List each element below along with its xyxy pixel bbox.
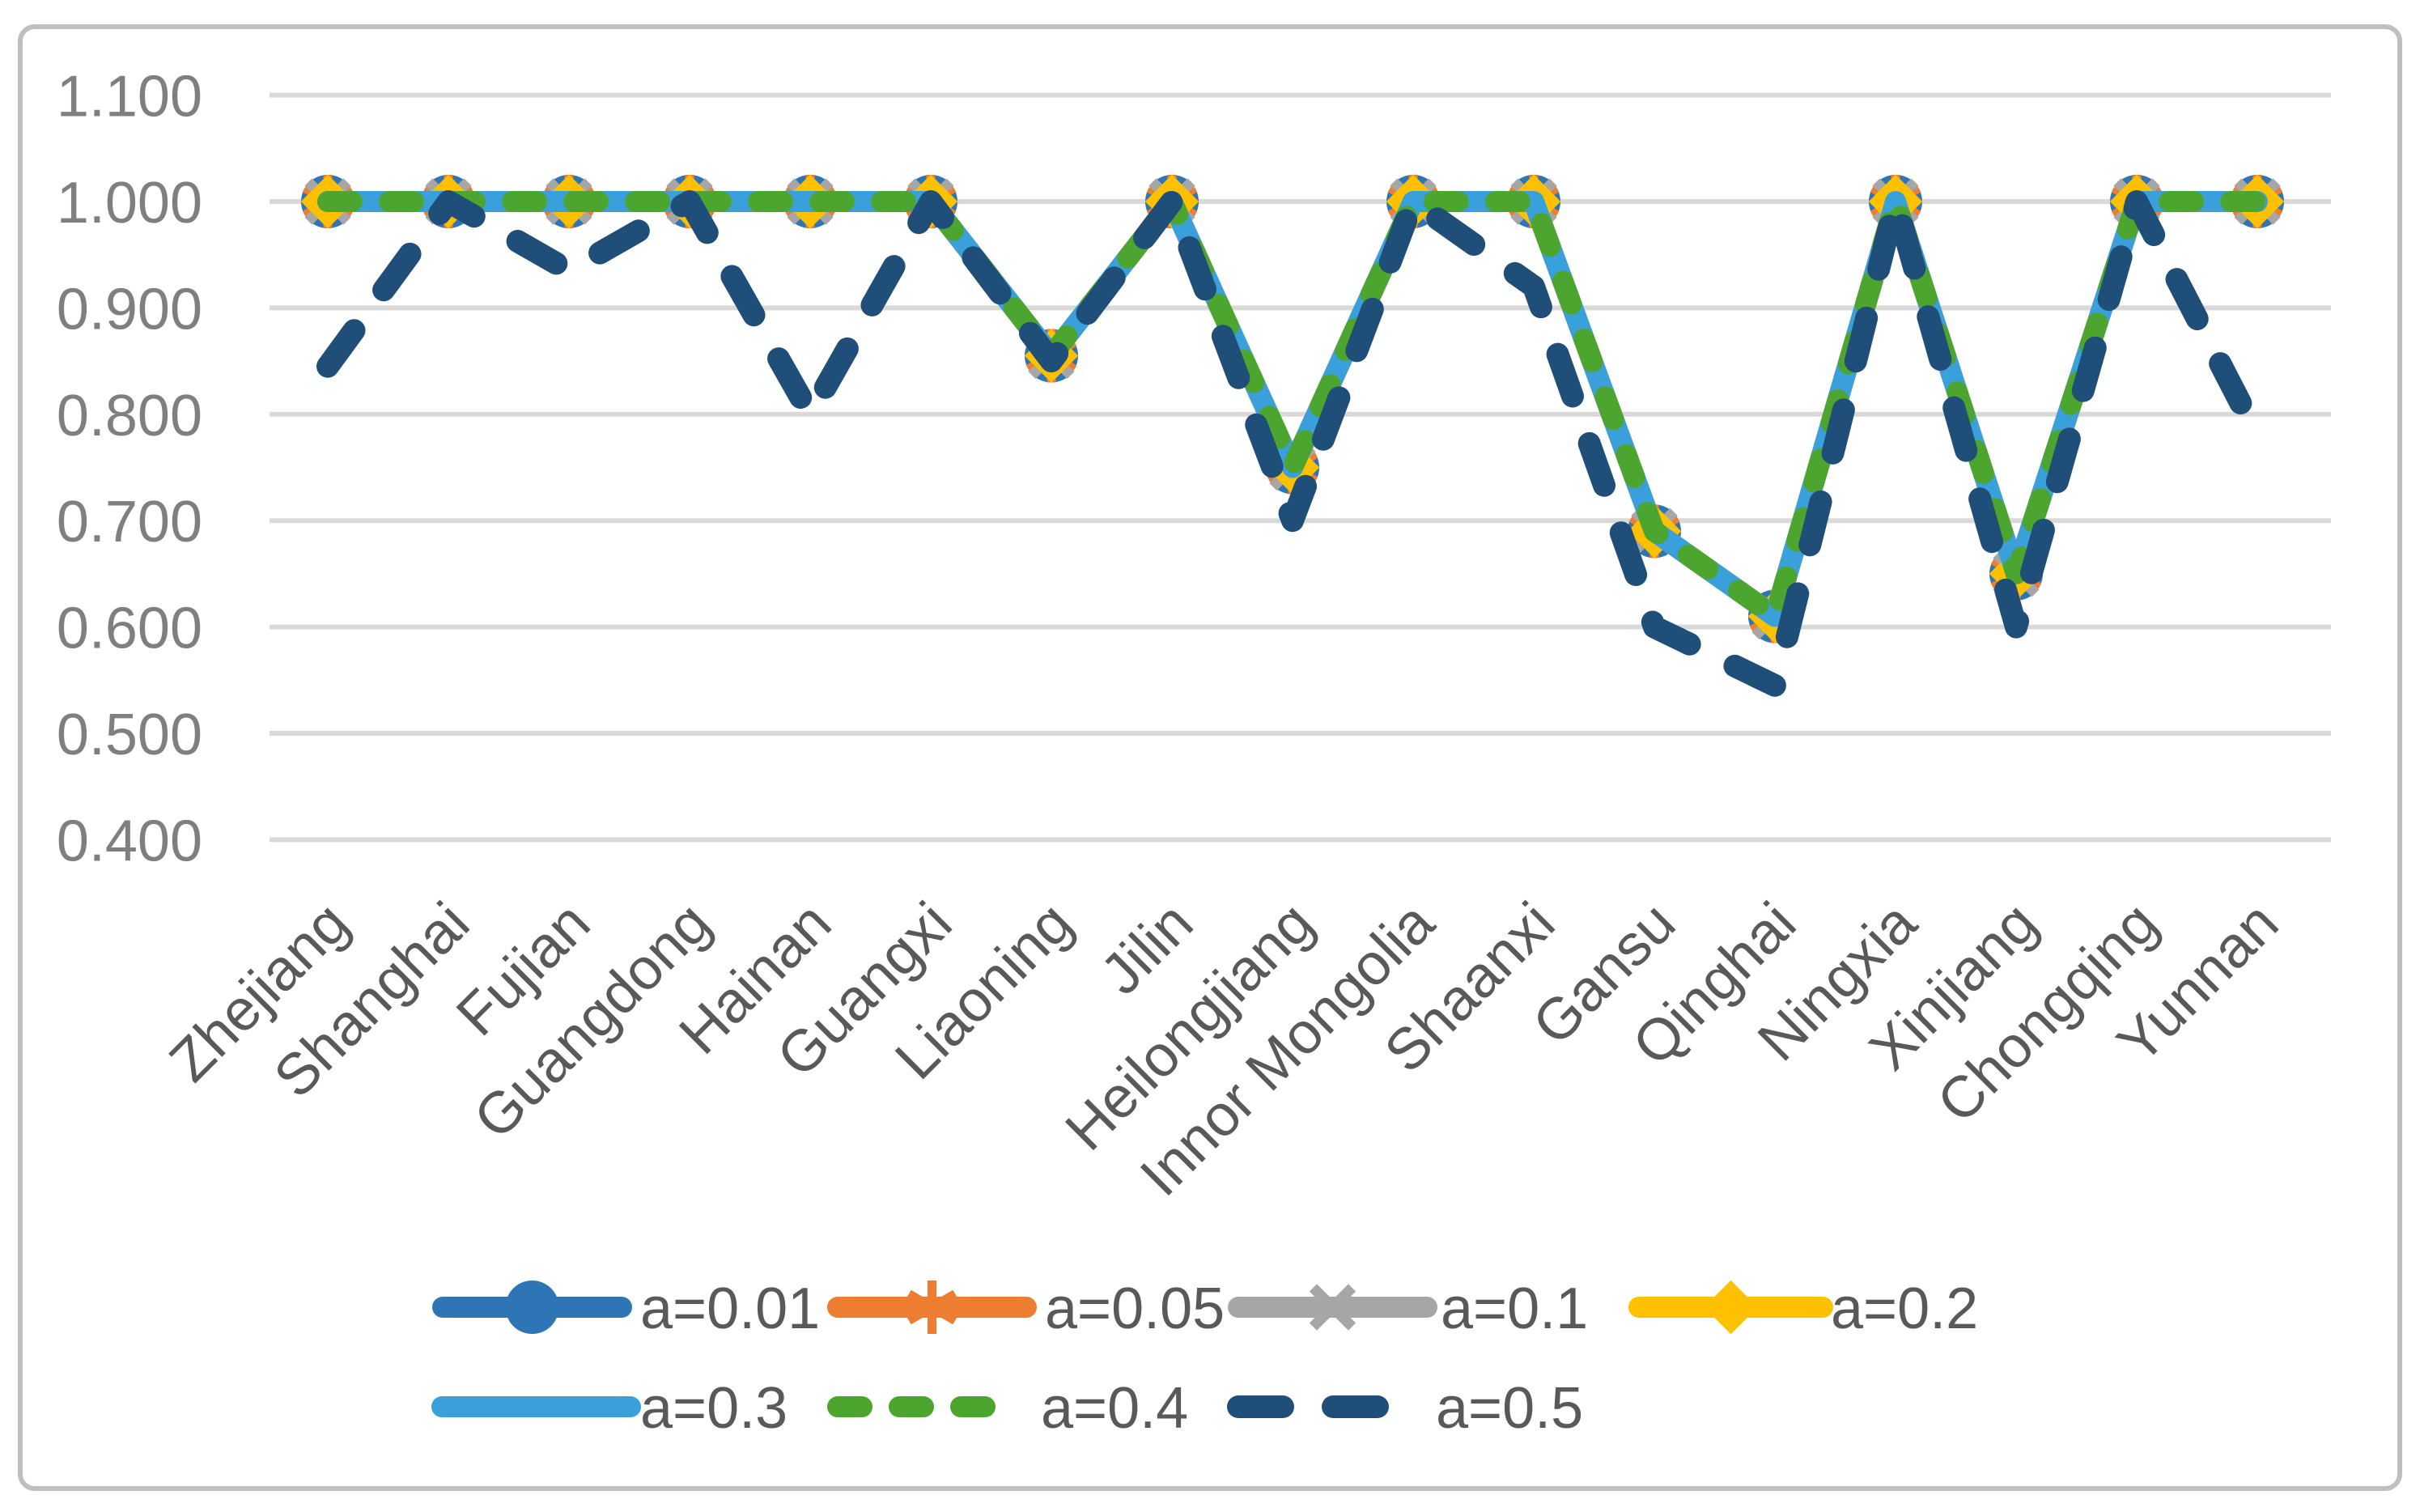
legend-item-a-0-1: a=0.1 <box>1228 1276 1588 1341</box>
legend-label: a=0.3 <box>640 1376 788 1441</box>
chart-border <box>18 24 2402 1491</box>
series-a-0-5 <box>316 190 2269 697</box>
legend-label: a=0.01 <box>640 1276 820 1341</box>
series-layer <box>300 174 2285 697</box>
legend-item-a-0-3: a=0.3 <box>431 1376 788 1441</box>
legend-item-a-0-4: a=0.4 <box>827 1376 1188 1441</box>
asterisk-marker-icon <box>906 1281 957 1334</box>
legend-item-a-0-01: a=0.01 <box>432 1276 820 1341</box>
y-axis-labels: 1.100 1.000 0.900 0.800 0.700 0.600 0.500 0.400 <box>57 65 202 874</box>
legend: a=0.01 a=0.05 a=0.1 a=0.2 a=0.3 a=0.4 a=0.5 <box>431 1276 1978 1441</box>
legend-item-a-0-2: a=0.2 <box>1628 1276 1978 1341</box>
y-axis-tick-label: 0.800 <box>57 384 202 448</box>
circle-marker-icon <box>505 1281 559 1334</box>
legend-item-a-0-05: a=0.05 <box>827 1276 1225 1341</box>
y-axis-tick-label: 0.500 <box>57 703 202 767</box>
y-axis-tick-label: 1.100 <box>57 65 202 130</box>
y-axis-tick-label: 1.000 <box>57 171 202 236</box>
y-axis-tick-label: 0.900 <box>57 277 202 342</box>
legend-label: a=0.5 <box>1436 1376 1583 1441</box>
series-line <box>316 190 2269 697</box>
y-axis-tick-label: 0.700 <box>57 490 202 554</box>
legend-label: a=0.05 <box>1045 1276 1225 1341</box>
diamond-marker-icon <box>1704 1280 1758 1335</box>
y-axis-tick-label: 0.600 <box>57 597 202 661</box>
x-marker-icon <box>1309 1284 1356 1331</box>
y-axis-tick-label: 0.400 <box>57 809 202 873</box>
legend-label: a=0.2 <box>1831 1276 1978 1341</box>
legend-label: a=0.4 <box>1041 1376 1188 1441</box>
legend-item-a-0-5: a=0.5 <box>1227 1376 1583 1441</box>
legend-label: a=0.1 <box>1441 1276 1588 1341</box>
